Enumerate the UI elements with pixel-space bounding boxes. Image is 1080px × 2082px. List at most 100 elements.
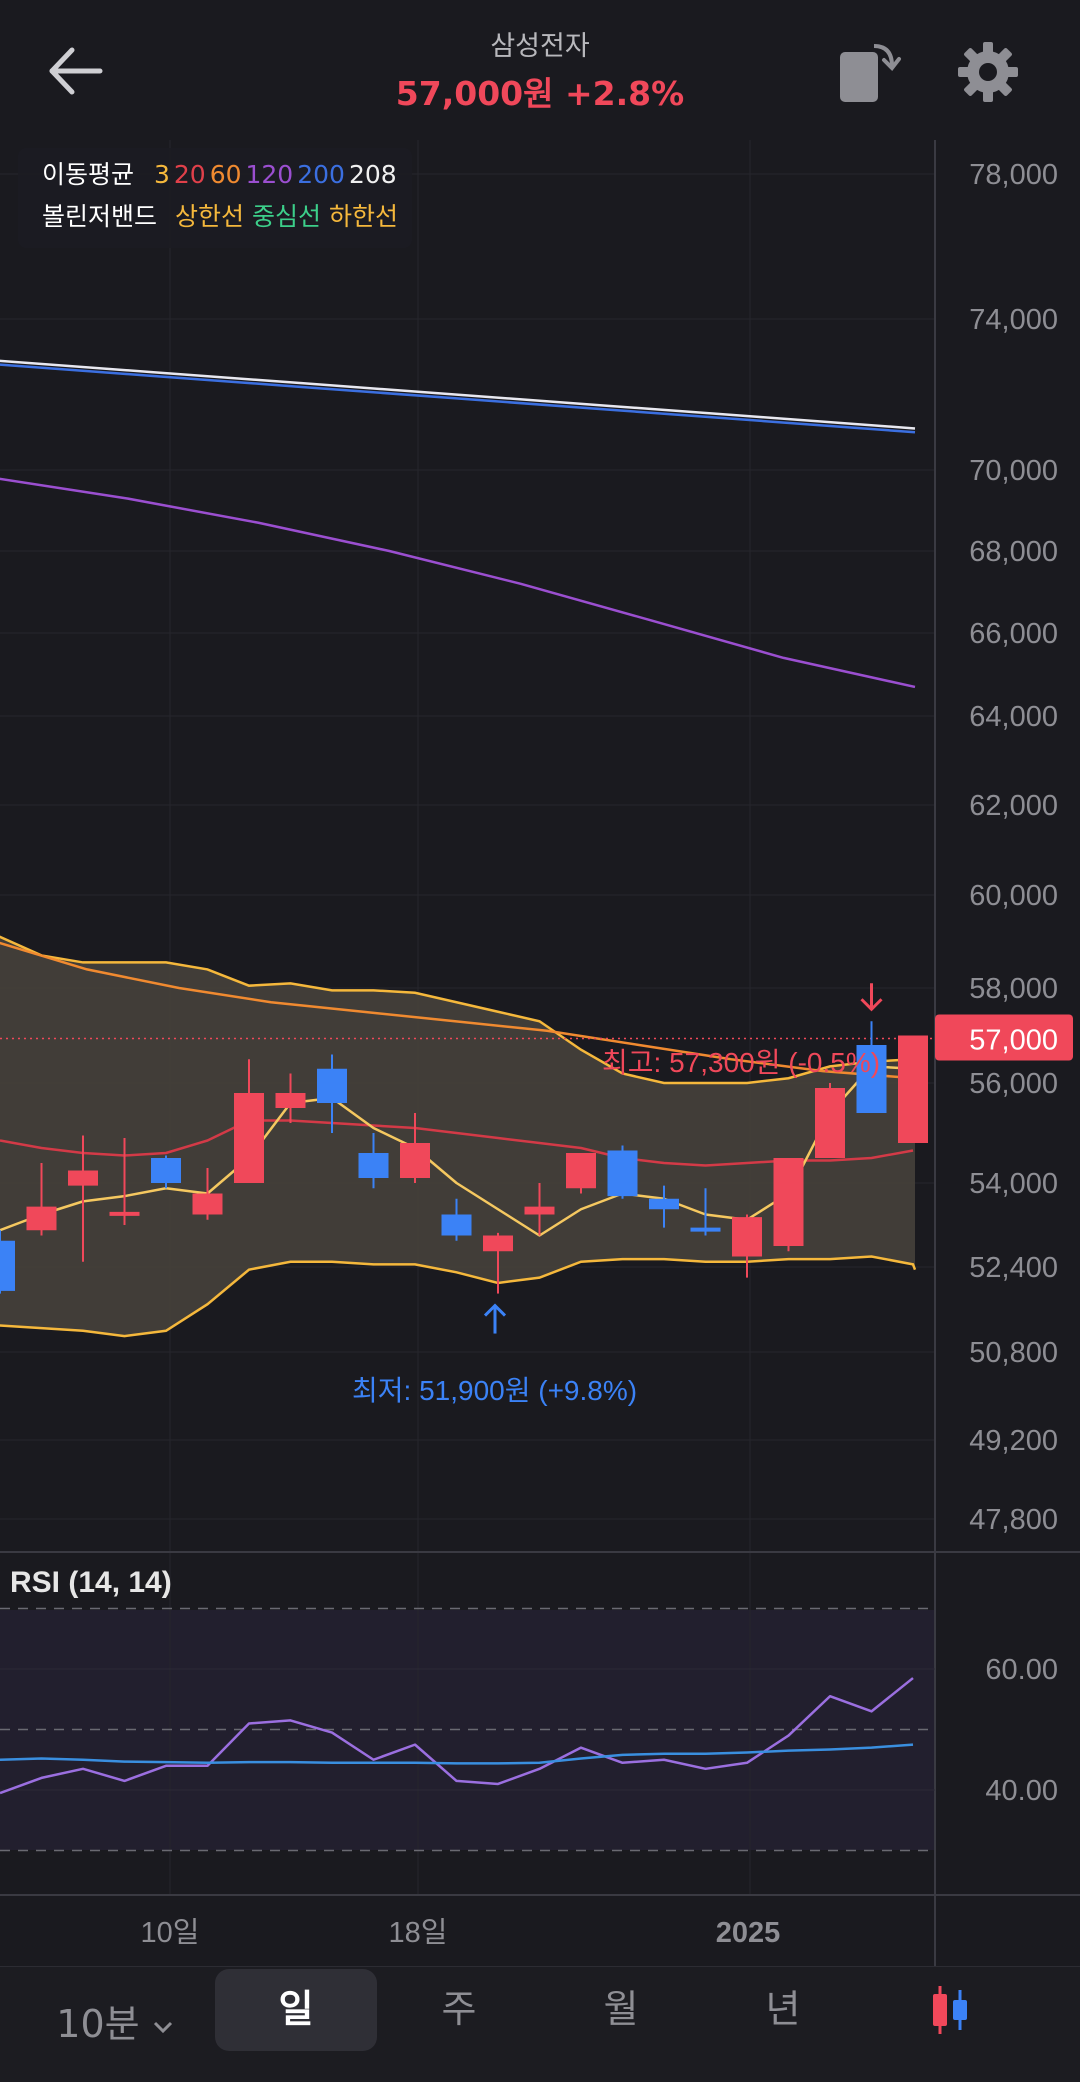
bb-legend-row: 볼린저밴드 상한선 중심선 하한선 xyxy=(42,196,398,238)
candle-body xyxy=(732,1217,762,1257)
tab-week[interactable]: 주 xyxy=(441,1987,477,2031)
back-arrow-icon[interactable] xyxy=(40,36,110,106)
candle xyxy=(275,1073,306,1123)
bb-item-1: 중심선 xyxy=(251,202,321,231)
ma-period-200: 200 xyxy=(297,160,345,189)
candle xyxy=(68,1135,98,1262)
y-tick-label: 58,000 xyxy=(969,973,1058,1005)
candle-body xyxy=(524,1206,555,1215)
candle xyxy=(234,1059,264,1183)
candle xyxy=(732,1214,762,1278)
candle xyxy=(773,1158,804,1252)
candle xyxy=(815,1083,845,1158)
y-tick-label: 68,000 xyxy=(969,536,1058,568)
y-tick-label: 74,000 xyxy=(969,304,1058,336)
ma-legend-label: 이동평균 xyxy=(42,160,135,189)
price-chart[interactable]: 78,000 74,000 70,000 68,000 66,000 64,000 62,0… xyxy=(0,0,1080,1966)
candle xyxy=(317,1054,347,1133)
y-tick-label: 47,800 xyxy=(969,1504,1058,1536)
candle xyxy=(649,1185,679,1228)
candle-body xyxy=(898,1035,928,1143)
bb-lower-line xyxy=(0,1255,917,1338)
bb-item-2: 하한선 xyxy=(329,202,399,231)
candle-body xyxy=(400,1143,430,1178)
ma-period-120: 120 xyxy=(245,160,294,189)
gear-icon[interactable] xyxy=(952,36,1024,108)
bollinger-band-fill xyxy=(0,936,915,1337)
tab-year[interactable]: 년 xyxy=(765,1987,801,2031)
candle xyxy=(151,1155,181,1189)
candle-body xyxy=(68,1170,98,1186)
candle-body xyxy=(773,1158,804,1246)
bottom-bar: 10분 일 주 월 년 xyxy=(0,1966,1080,2082)
candle-body xyxy=(109,1211,140,1216)
rsi-tick-label: 60.00 xyxy=(985,1654,1058,1686)
ma-200-line xyxy=(0,363,916,434)
ma-period-20: 20 xyxy=(173,160,206,189)
candle-body xyxy=(483,1235,513,1252)
y-tick-label: 64,000 xyxy=(969,701,1058,733)
ma-period-list: 3 20 60 120 200 208 xyxy=(142,160,397,189)
ma-legend-row: 이동평균 3 20 60 120 200 208 xyxy=(42,154,398,196)
rsi-series-signal xyxy=(0,1743,914,1765)
candle xyxy=(898,1035,928,1143)
candle-body xyxy=(566,1153,596,1189)
active-tab-highlight xyxy=(215,1969,377,2051)
candle-body xyxy=(317,1068,347,1103)
ma-period-60: 60 xyxy=(209,160,242,189)
candle-body xyxy=(151,1158,181,1183)
x-tick-label: 18일 xyxy=(389,1917,448,1949)
candle xyxy=(607,1145,638,1199)
candle xyxy=(358,1133,389,1189)
bb-legend-label: 볼린저밴드 xyxy=(42,202,158,231)
tab-day[interactable]: 일 xyxy=(278,1987,314,2031)
candle xyxy=(109,1138,140,1225)
y-tick-label: 52,400 xyxy=(969,1252,1058,1284)
rsi-series-rsi xyxy=(0,1677,914,1795)
candle xyxy=(0,1230,15,1294)
candle xyxy=(192,1168,223,1220)
ma-3-line xyxy=(0,1065,914,1237)
ma-60-line xyxy=(0,941,916,1080)
stock-name: 삼성전자 xyxy=(490,31,590,62)
candle xyxy=(400,1113,430,1183)
candle-body xyxy=(607,1150,638,1197)
candle-body xyxy=(358,1153,389,1178)
interval-selector[interactable]: 10분 xyxy=(40,1967,190,2082)
y-tick-label: 62,000 xyxy=(969,790,1058,822)
bb-item-0: 상한선 xyxy=(174,202,244,231)
candlestick-icon xyxy=(933,1985,967,2034)
candle-body xyxy=(234,1093,264,1183)
rsi-tick-label: 40.00 xyxy=(985,1775,1058,1807)
candle-type-button[interactable] xyxy=(900,1967,1000,2082)
low-arrow-head xyxy=(483,1303,507,1317)
candle-body xyxy=(441,1214,472,1236)
bb-upper-line xyxy=(0,935,917,1085)
ma-period-208: 208 xyxy=(348,160,397,189)
ma-208-line xyxy=(0,359,916,430)
candle xyxy=(26,1163,57,1236)
candle-body xyxy=(690,1227,721,1232)
tab-month[interactable]: 월 xyxy=(603,1987,639,2031)
indicator-legend: 이동평균 3 20 60 120 200 208 볼린저밴드 상한선 중심선 하한선 xyxy=(18,148,413,248)
candle xyxy=(483,1232,513,1294)
candle xyxy=(690,1188,721,1236)
bb-item-list: 상한선 중심선 하한선 xyxy=(165,202,398,231)
candle xyxy=(856,1021,887,1113)
current-price-tag-label: 57,000 xyxy=(969,1025,1058,1057)
y-tick-label: 49,200 xyxy=(969,1425,1058,1457)
high-marker-label: 최고: 57,300원 (-0.5%) xyxy=(602,1047,880,1078)
current-price-tag xyxy=(935,1014,1073,1061)
ma-period-3: 3 xyxy=(153,160,170,189)
candle-body xyxy=(275,1093,306,1108)
header: 삼성전자 57,000원 +2.8% xyxy=(0,0,1080,140)
rotate-screen-icon[interactable] xyxy=(834,36,904,106)
y-tick-label: 60,000 xyxy=(969,880,1058,912)
y-tick-label: 66,000 xyxy=(969,618,1058,650)
low-marker-label: 최저: 51,900원 (+9.8%) xyxy=(352,1375,637,1406)
y-tick-label: 50,800 xyxy=(969,1337,1058,1369)
candle-body xyxy=(649,1198,679,1210)
chevron-down-icon xyxy=(153,2021,172,2033)
candle-body xyxy=(0,1240,15,1291)
candle xyxy=(524,1183,555,1236)
